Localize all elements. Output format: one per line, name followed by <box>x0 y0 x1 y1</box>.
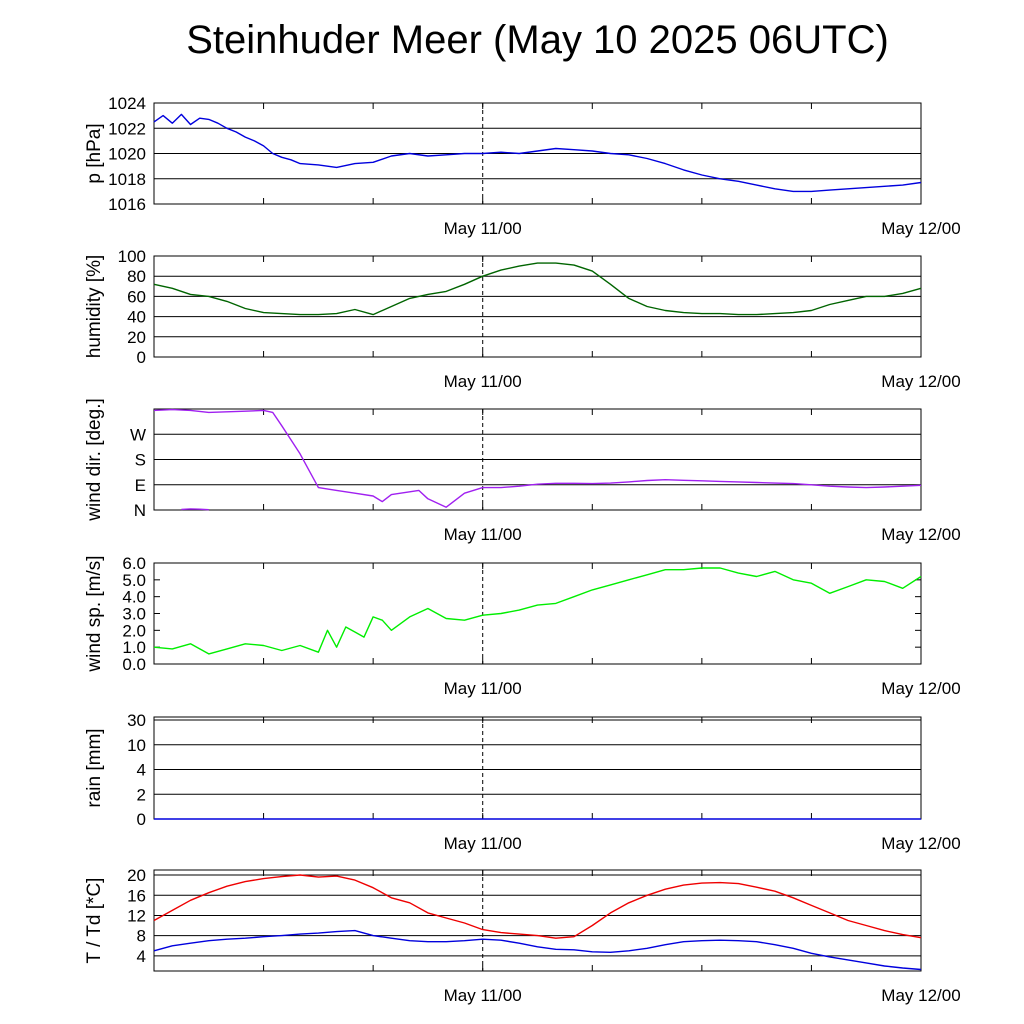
y-tick-label-humidity: 60 <box>127 287 146 306</box>
y-axis-label-wind_speed: wind sp. [m/s] <box>84 555 105 672</box>
x-tick-label-wind_speed: May 11/00 <box>444 679 522 698</box>
y-tick-label-rain: 2 <box>137 785 146 804</box>
y-tick-label-rain: 10 <box>127 736 146 755</box>
y-tick-label-humidity: 80 <box>127 267 146 286</box>
x-tick-label-humidity: May 11/00 <box>444 372 522 391</box>
series-line-wind_direction <box>153 408 922 508</box>
x-tick-label-pressure: May 11/00 <box>444 219 522 238</box>
y-tick-label-wind_direction: E <box>135 476 146 495</box>
x-tick-label-temperature: May 11/00 <box>444 986 522 1005</box>
y-tick-label-wind_direction: N <box>134 501 146 520</box>
y-axis-label-wind_direction: wind dir. [deg.] <box>84 398 105 522</box>
y-tick-label-wind_speed: 2.0 <box>122 621 146 640</box>
series-line-temperature <box>153 929 922 971</box>
y-tick-label-humidity: 20 <box>127 328 146 347</box>
y-tick-label-pressure: 1024 <box>108 94 146 113</box>
y-tick-label-humidity: 0 <box>137 348 146 367</box>
y-axis-label-humidity: humidity [%] <box>84 255 105 358</box>
plot-frame-humidity <box>153 255 922 358</box>
y-tick-label-humidity: 40 <box>127 308 146 327</box>
y-tick-label-humidity: 100 <box>118 247 146 266</box>
y-tick-label-pressure: 1018 <box>108 170 146 189</box>
y-tick-label-pressure: 1022 <box>108 119 146 138</box>
y-tick-label-rain: 30 <box>127 711 146 730</box>
series-line-humidity <box>153 262 922 316</box>
x-tick-label-rain: May 11/00 <box>444 834 522 853</box>
y-tick-label-wind_direction: W <box>130 425 146 444</box>
series-line-wind_direction <box>181 508 209 511</box>
y-tick-label-wind_speed: 6.0 <box>122 554 146 573</box>
y-axis-label-rain: rain [mm] <box>84 728 105 807</box>
y-tick-label-wind_speed: 5.0 <box>122 571 146 590</box>
y-tick-label-wind_speed: 0.0 <box>122 655 146 674</box>
series-line-temperature <box>153 874 922 939</box>
series-line-pressure <box>153 113 922 193</box>
y-tick-label-pressure: 1016 <box>108 195 146 214</box>
plot-frame-wind_speed <box>153 562 922 665</box>
y-axis-label-pressure: p [hPa] <box>84 123 105 183</box>
series-line-wind_speed <box>153 567 922 655</box>
x-tick-label-wind_speed: May 12/00 <box>881 679 960 698</box>
y-tick-label-rain: 4 <box>137 761 146 780</box>
y-tick-label-temperature: 16 <box>127 886 146 905</box>
y-tick-label-wind_speed: 1.0 <box>122 638 146 657</box>
x-tick-label-wind_direction: May 12/00 <box>881 525 960 544</box>
y-tick-label-rain: 0 <box>137 810 146 829</box>
x-tick-label-pressure: May 12/00 <box>881 219 960 238</box>
y-tick-label-temperature: 4 <box>137 947 146 966</box>
y-tick-label-pressure: 1020 <box>108 145 146 164</box>
y-tick-label-wind_direction: S <box>135 451 146 470</box>
y-tick-label-temperature: 20 <box>127 866 146 885</box>
y-tick-label-wind_speed: 3.0 <box>122 605 146 624</box>
x-tick-label-humidity: May 12/00 <box>881 372 960 391</box>
chart-title: Steinhuder Meer (May 10 2025 06UTC) <box>186 18 889 62</box>
plot-frame-rain <box>153 716 922 820</box>
x-tick-label-temperature: May 12/00 <box>881 986 960 1005</box>
y-axis-label-temperature: T / Td [*C] <box>84 878 105 964</box>
y-tick-label-temperature: 12 <box>127 906 146 925</box>
y-tick-label-temperature: 8 <box>137 927 146 946</box>
x-tick-label-rain: May 12/00 <box>881 834 960 853</box>
y-tick-label-wind_speed: 4.0 <box>122 588 146 607</box>
x-tick-label-wind_direction: May 11/00 <box>444 525 522 544</box>
